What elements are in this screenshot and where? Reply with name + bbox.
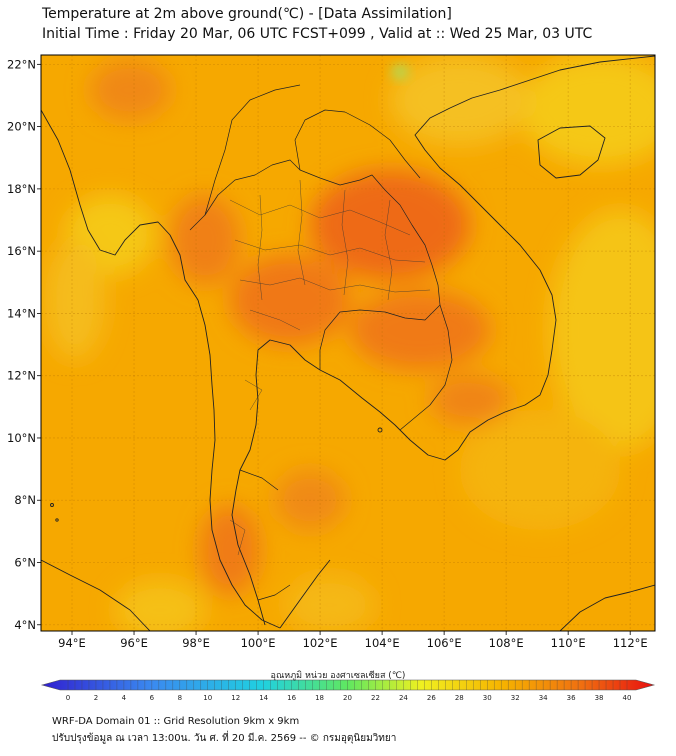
- colorbar-tick-label: 32: [511, 694, 520, 702]
- temperature-field: [41, 55, 655, 631]
- longitude-labels: 94°E 96°E 98°E 100°E 102°E 104°E 106°E 108°E 110…: [58, 631, 648, 650]
- lat-label: 12°N: [7, 369, 36, 383]
- colorbar-tick-label: 22: [371, 694, 380, 702]
- colorbar-tick-label: 0: [66, 694, 70, 702]
- colorbar-tick-label: 38: [595, 694, 604, 702]
- colorbar-ticks: [67, 680, 628, 690]
- lat-label: 8°N: [14, 493, 36, 507]
- model-info: WRF-DA Domain 01 :: Grid Resolution 9km …: [52, 716, 300, 727]
- lat-label: 6°N: [14, 556, 36, 570]
- province-borders: [229, 179, 431, 556]
- lat-label: 22°N: [7, 57, 36, 71]
- colorbar-tick-label: 20: [343, 694, 352, 702]
- colorbar-tick-label: 4: [122, 694, 127, 702]
- country-borders: [189, 84, 453, 601]
- coastlines: [41, 55, 655, 631]
- colorbar-tick-label: 16: [287, 694, 296, 702]
- colorbar-tick-label: 2: [94, 694, 98, 702]
- lon-label: 110°E: [551, 636, 586, 650]
- latitude-labels: 22°N 20°N 18°N 16°N 14°N 12°N 10°N 8°N 6°N 4°N: [7, 57, 41, 632]
- lat-label: 10°N: [7, 431, 36, 445]
- colorbar-tick-label: 18: [315, 694, 324, 702]
- colorbar-tick-label: 6: [150, 694, 155, 702]
- lat-label: 4°N: [14, 618, 36, 632]
- colorbar-tick-label: 26: [427, 694, 436, 702]
- colorbar-tick-label: 8: [178, 694, 182, 702]
- lon-label: 106°E: [427, 636, 462, 650]
- colorbar-tick-label: 40: [623, 694, 632, 702]
- lon-label: 108°E: [489, 636, 524, 650]
- colorbar-title: อุณหภูมิ หน่วย องศาเซลเซียส (℃): [270, 671, 406, 681]
- lon-label: 112°E: [613, 636, 648, 650]
- colorbar-tick-labels: 0 2 4 6 8 10 12 14 16 18 20 22 24 26 28 30 32 34 36 38 40: [66, 694, 632, 702]
- colorbar-tick-label: 30: [483, 694, 492, 702]
- map-subtitle: Initial Time : Friday 20 Mar, 06 UTC FCS…: [42, 26, 593, 42]
- map-title: Temperature at 2m above ground(℃) - [Dat…: [42, 6, 452, 22]
- map-frame: [40, 54, 656, 632]
- colorbar-tick-label: 10: [203, 694, 212, 702]
- lon-label: 102°E: [303, 636, 338, 650]
- colorbar-tick-label: 14: [259, 694, 268, 702]
- colorbar: 0 2 4 6 8 10 12 14 16 18 20 22 24 26 28 30 32 34 36 38 40: [40, 679, 656, 702]
- lon-label: 94°E: [58, 636, 86, 650]
- lon-label: 100°E: [241, 636, 276, 650]
- colorbar-tick-label: 34: [539, 694, 548, 702]
- lat-label: 18°N: [7, 182, 36, 196]
- colorbar-tick-label: 36: [567, 694, 576, 702]
- lat-label: 20°N: [7, 120, 36, 134]
- colorbar-tick-label: 28: [455, 694, 464, 702]
- colorbar-tick-label: 24: [399, 694, 408, 702]
- lon-label: 104°E: [365, 636, 400, 650]
- lat-label: 16°N: [7, 244, 36, 258]
- lon-label: 96°E: [120, 636, 148, 650]
- colorbar-tick-label: 12: [231, 694, 240, 702]
- lon-label: 98°E: [182, 636, 210, 650]
- update-info: ปรับปรุงข้อมูล ณ เวลา 13:00น. วัน ศ. ที่…: [52, 733, 397, 744]
- graticule: [41, 55, 655, 631]
- lat-label: 14°N: [7, 306, 36, 320]
